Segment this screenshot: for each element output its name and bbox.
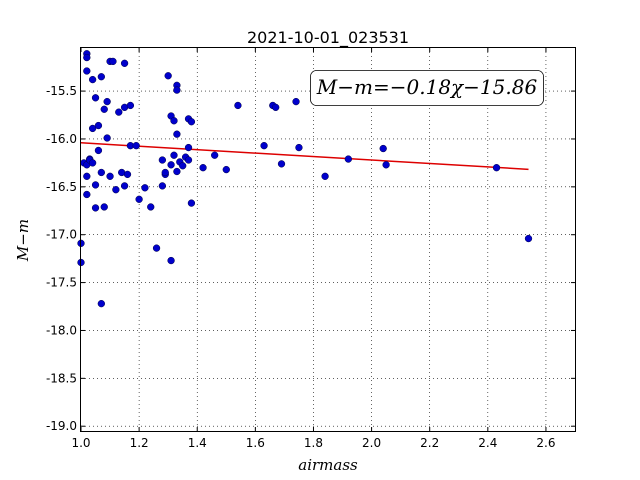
x-tick-label: 2.4 (478, 436, 497, 450)
data-point (88, 124, 97, 133)
data-point (88, 75, 97, 84)
data-point (173, 167, 181, 176)
y-tick-label: -18.0 (46, 323, 77, 337)
annotation-box (310, 70, 544, 106)
data-point (83, 190, 91, 199)
data-point (167, 256, 175, 265)
data-point (382, 161, 390, 169)
data-point (161, 168, 169, 177)
data-point (147, 203, 155, 211)
y-tick-label: -17.0 (46, 228, 77, 242)
data-point (109, 57, 117, 66)
data-point (187, 199, 196, 207)
equation-annotation: M−m=−0.18χ−15.86 (310, 70, 544, 106)
data-point (97, 300, 105, 308)
data-point (112, 186, 120, 194)
data-point (170, 117, 178, 125)
data-point (492, 164, 501, 172)
data-point (115, 108, 123, 116)
data-point (164, 72, 172, 80)
data-point (234, 101, 242, 110)
data-point (135, 195, 143, 203)
data-point (158, 182, 167, 190)
data-point (83, 172, 91, 180)
x-tick-label: 1.8 (304, 436, 323, 450)
data-point (524, 234, 533, 243)
data-point (184, 156, 193, 164)
x-tick-label: 1.4 (188, 436, 207, 450)
data-point (83, 53, 91, 62)
x-tick-label: 2.2 (420, 436, 439, 450)
y-tick-label: -16.0 (46, 132, 77, 146)
x-tick-label: 1.6 (246, 436, 265, 450)
data-point (277, 160, 286, 168)
chart-title: 2021-10-01_023531 (247, 28, 409, 48)
data-point (83, 67, 91, 75)
data-point (132, 142, 140, 150)
data-point (295, 143, 303, 152)
data-point (173, 130, 181, 138)
fit-line (80, 142, 529, 171)
x-tick-label: 2.6 (536, 436, 555, 450)
data-point (199, 164, 207, 172)
data-point (344, 155, 352, 163)
y-axis-label: M−m (14, 219, 32, 262)
data-point (167, 161, 175, 169)
data-point (91, 181, 100, 189)
y-tick-label: -19.0 (46, 419, 77, 433)
x-tick-label: 2.0 (362, 436, 381, 450)
data-point (187, 118, 196, 126)
data-point (141, 184, 149, 192)
data-point (100, 105, 108, 113)
data-point (173, 86, 181, 94)
data-point (152, 244, 161, 252)
data-point (170, 151, 178, 159)
x-tick-label: 1.0 (71, 436, 90, 450)
x-axis-label: airmass (298, 456, 358, 474)
y-tick-label: -15.5 (46, 84, 77, 98)
data-point (321, 172, 329, 180)
data-point (100, 203, 108, 211)
data-point (211, 151, 219, 159)
data-point (158, 156, 167, 164)
data-point (179, 162, 187, 170)
data-point (184, 143, 193, 152)
y-tick-label: -17.5 (46, 276, 77, 290)
data-point (91, 204, 100, 212)
data-point (379, 144, 387, 153)
data-point (106, 172, 114, 180)
y-tick-labels: -19.0 -18.5 -18.0 -17.5 -17.0 -16.5 -16.0 -15.5 (46, 84, 77, 433)
annotation-text: M−m=−0.18χ−15.86 (316, 75, 538, 99)
data-point (272, 103, 280, 112)
data-point (91, 94, 100, 102)
fit-line-group (80, 142, 529, 171)
data-point (260, 142, 268, 150)
y-tick-label: -18.5 (46, 371, 77, 385)
data-point (123, 170, 132, 179)
data-point (126, 101, 135, 110)
data-point (97, 168, 105, 177)
data-point (222, 165, 230, 174)
data-point (94, 121, 103, 130)
x-tick-label: 1.2 (130, 436, 149, 450)
points-group (77, 50, 533, 308)
data-point (103, 134, 111, 142)
ticks (80, 48, 575, 431)
data-point (292, 97, 300, 106)
x-tick-labels: 1.0 1.2 1.4 1.6 1.8 2.0 2.2 2.4 2.6 (71, 436, 555, 450)
data-point (94, 146, 103, 155)
y-tick-label: -16.5 (46, 180, 77, 194)
data-point (103, 97, 111, 106)
data-point (97, 73, 105, 81)
data-point (120, 59, 129, 67)
data-point (120, 182, 129, 190)
plot-frame (80, 47, 576, 432)
data-point (88, 159, 97, 167)
